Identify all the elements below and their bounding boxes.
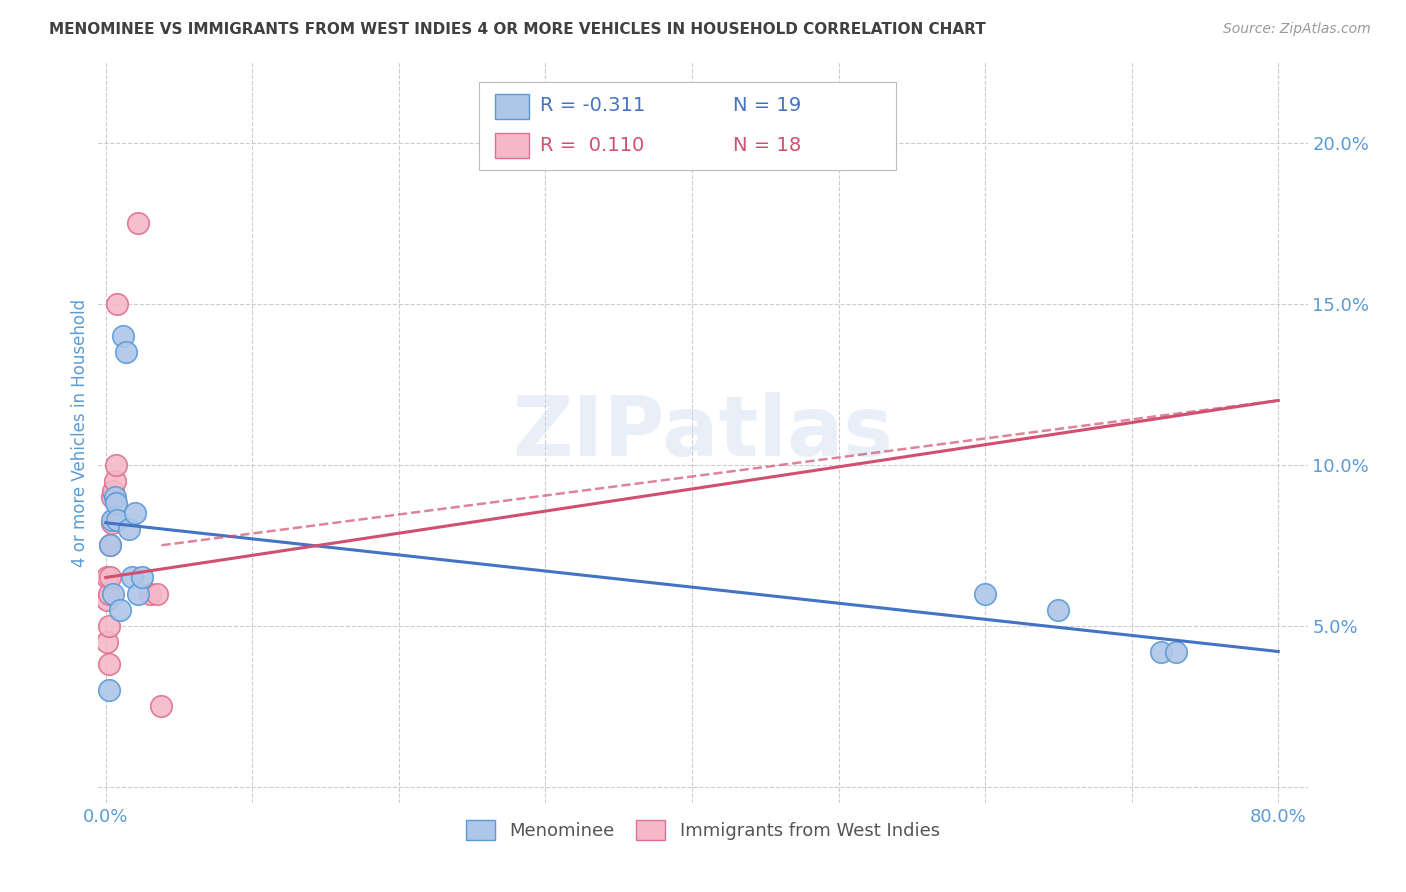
Point <box>146 586 169 600</box>
Text: Source: ZipAtlas.com: Source: ZipAtlas.com <box>1223 22 1371 37</box>
Point <box>118 522 141 536</box>
Point <box>97 657 120 672</box>
Point <box>97 683 120 698</box>
Point <box>101 586 124 600</box>
Point <box>96 635 118 649</box>
FancyBboxPatch shape <box>479 82 897 169</box>
Text: R = -0.311: R = -0.311 <box>540 95 645 115</box>
Point <box>1047 602 1070 616</box>
Point <box>107 297 129 311</box>
Point <box>150 699 173 714</box>
Point <box>96 570 118 584</box>
Point <box>138 586 160 600</box>
Point <box>105 496 128 510</box>
Point <box>127 586 149 600</box>
Point <box>101 483 124 498</box>
Text: N = 19: N = 19 <box>734 95 801 115</box>
Point <box>103 490 125 504</box>
Point <box>115 345 138 359</box>
Text: ZIPatlas: ZIPatlas <box>513 392 893 473</box>
Point <box>127 216 149 230</box>
Point <box>121 570 143 584</box>
Point <box>1164 644 1187 658</box>
Y-axis label: 4 or more Vehicles in Household: 4 or more Vehicles in Household <box>70 299 89 566</box>
Legend: Menominee, Immigrants from West Indies: Menominee, Immigrants from West Indies <box>457 812 949 849</box>
Point <box>103 474 125 488</box>
Point <box>124 506 146 520</box>
Point <box>98 538 121 552</box>
Point <box>112 329 135 343</box>
Point <box>974 586 997 600</box>
Point <box>98 570 121 584</box>
Text: R =  0.110: R = 0.110 <box>540 136 644 155</box>
Point <box>105 458 128 472</box>
Point <box>98 538 121 552</box>
Point <box>97 619 120 633</box>
Point <box>110 602 132 616</box>
Point <box>100 490 122 504</box>
FancyBboxPatch shape <box>495 133 529 158</box>
Point <box>100 516 122 530</box>
Point <box>97 586 120 600</box>
Text: MENOMINEE VS IMMIGRANTS FROM WEST INDIES 4 OR MORE VEHICLES IN HOUSEHOLD CORRELA: MENOMINEE VS IMMIGRANTS FROM WEST INDIES… <box>49 22 986 37</box>
Point <box>100 512 122 526</box>
Point <box>96 593 118 607</box>
Text: N = 18: N = 18 <box>734 136 801 155</box>
Point <box>131 570 153 584</box>
Point <box>107 512 129 526</box>
FancyBboxPatch shape <box>495 95 529 120</box>
Point <box>1150 644 1173 658</box>
